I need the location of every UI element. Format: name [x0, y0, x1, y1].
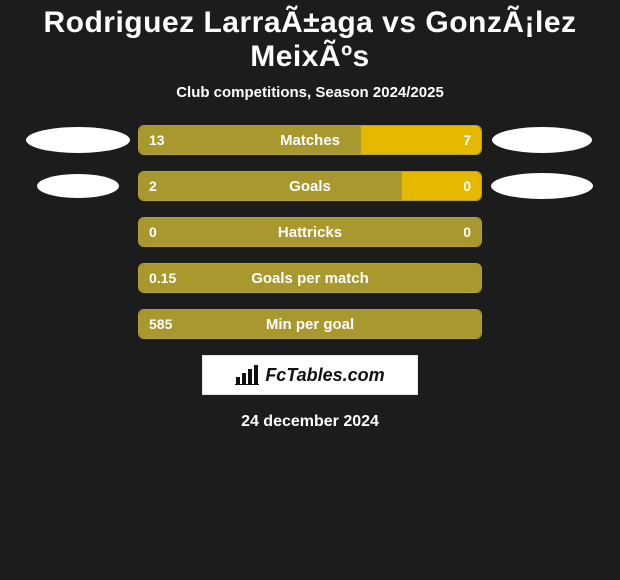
- page-subtitle: Club competitions, Season 2024/2025: [0, 84, 620, 101]
- player-left-ellipse: [37, 174, 119, 198]
- date-text: 24 december 2024: [0, 413, 620, 431]
- stat-bar-left-fill: [139, 218, 481, 246]
- brand-text: FcTables.com: [265, 365, 384, 386]
- stat-right-side: [482, 127, 602, 153]
- stat-bar: Goals per match0.15: [138, 263, 482, 293]
- stat-row: Goals per match0.15: [0, 263, 620, 293]
- chart-icon: [235, 365, 259, 385]
- stat-row: Matches137: [0, 125, 620, 155]
- stat-row: Goals20: [0, 171, 620, 201]
- stat-bar-left-fill: [139, 126, 361, 154]
- stat-left-side: [18, 174, 138, 198]
- stat-bar-right-fill: [361, 126, 481, 154]
- stat-bar-left-fill: [139, 172, 402, 200]
- stat-row: Hattricks00: [0, 217, 620, 247]
- player-left-ellipse: [26, 127, 130, 153]
- stat-bar: Matches137: [138, 125, 482, 155]
- stat-bar: Hattricks00: [138, 217, 482, 247]
- stat-bar-left-fill: [139, 264, 481, 292]
- stat-bar: Goals20: [138, 171, 482, 201]
- stat-right-side: [482, 173, 602, 199]
- stat-left-side: [18, 127, 138, 153]
- stat-bar-left-fill: [139, 310, 481, 338]
- stat-bar-right-fill: [402, 172, 481, 200]
- stat-row: Min per goal585: [0, 309, 620, 339]
- player-right-ellipse: [492, 127, 592, 153]
- stats-container: Matches137 Goals20 Hattricks00 Goals per ma…: [0, 125, 620, 339]
- player-right-ellipse: [491, 173, 593, 199]
- stat-bar: Min per goal585: [138, 309, 482, 339]
- brand-logo: FcTables.com: [202, 355, 418, 395]
- page-title: Rodriguez LarraÃ±aga vs GonzÃ¡lez MeixÃº…: [0, 0, 620, 78]
